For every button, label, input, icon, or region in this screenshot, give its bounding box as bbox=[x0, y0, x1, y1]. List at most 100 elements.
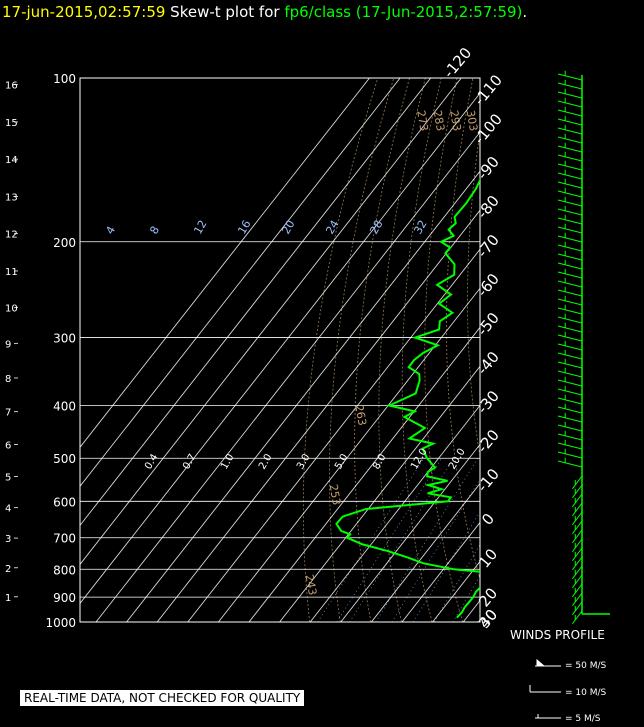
isotherm-tick-label: -50 bbox=[473, 309, 503, 339]
isotherms bbox=[80, 78, 644, 622]
pressure-tick-label: 300 bbox=[53, 332, 76, 346]
height-tick-label: 11 bbox=[5, 267, 18, 278]
isotherm-line bbox=[126, 170, 480, 622]
isotherm-line bbox=[494, 78, 644, 622]
wind-barb bbox=[557, 172, 583, 180]
pressure-tick-label: 1000 bbox=[45, 616, 76, 630]
legend-5ms: = 5 M/S bbox=[565, 714, 601, 724]
dry-adiabat-label: 283 bbox=[431, 109, 447, 132]
wind-barb bbox=[557, 370, 583, 378]
wind-barb bbox=[557, 406, 583, 414]
isotherm-line bbox=[156, 209, 480, 622]
dry-adiabat-line bbox=[445, 78, 480, 581]
mixing-ratio-line bbox=[317, 457, 425, 622]
isotherm-tick-label: 0 bbox=[478, 510, 498, 529]
pressure-tick-label: 500 bbox=[53, 452, 76, 466]
legend-50ms: = 50 M/S bbox=[565, 661, 607, 671]
dry-adiabat-line bbox=[329, 78, 395, 622]
isotherm-line bbox=[524, 78, 644, 622]
mixing-ratio-label-top: 20 bbox=[279, 218, 297, 237]
height-tick-label: 13 bbox=[5, 192, 18, 203]
wind-barb bbox=[557, 307, 583, 315]
dry-adiabat-line bbox=[581, 78, 644, 622]
isotherm-line bbox=[401, 521, 480, 622]
chart-title: 17-jun-2015,02:57:59 Skew-t plot for fp6… bbox=[2, 2, 527, 22]
pressure-tick-label: 200 bbox=[53, 236, 76, 250]
mixing-ratio-line bbox=[349, 457, 454, 622]
isotherm-line bbox=[340, 443, 480, 622]
mixing-ratio-label-bottom: 2.0 bbox=[257, 452, 274, 471]
mixing-ratio-label-bottom: 20.0 bbox=[447, 447, 468, 472]
wind-barb bbox=[557, 325, 583, 333]
height-tick-label: 10 bbox=[5, 304, 18, 315]
wind-barb bbox=[557, 361, 583, 369]
dry-adiabat-line bbox=[546, 78, 644, 622]
isotherm-tick-label: -80 bbox=[473, 192, 503, 222]
height-tick-label: 12 bbox=[5, 230, 18, 241]
dry-adiabat-line bbox=[615, 78, 644, 622]
wind-barb bbox=[557, 280, 583, 288]
dry-adiabat-line bbox=[378, 78, 426, 622]
wind-barb bbox=[557, 109, 583, 117]
wind-legend-barbs bbox=[529, 658, 561, 719]
wind-barb bbox=[557, 289, 583, 297]
isotherm-tick-label: -40 bbox=[473, 348, 503, 378]
temperature-line bbox=[484, 78, 625, 618]
mixing-ratio-line bbox=[413, 511, 480, 622]
isotherm-line bbox=[80, 78, 401, 488]
wind-barb bbox=[572, 520, 583, 535]
isotherm-line bbox=[95, 131, 480, 622]
height-tick-label: 7 bbox=[5, 408, 11, 419]
height-tick-label: 15 bbox=[5, 118, 18, 129]
height-tick-label: 6 bbox=[5, 441, 11, 452]
mixing-ratio-line bbox=[391, 478, 480, 622]
wind-barb bbox=[557, 208, 583, 216]
wind-barb bbox=[557, 91, 583, 99]
legend-barb-5 bbox=[535, 714, 561, 719]
wind-barb bbox=[572, 592, 583, 607]
isobars bbox=[80, 77, 480, 623]
dry-adiabat-label: 253 bbox=[327, 483, 343, 506]
wind-barb bbox=[557, 181, 583, 189]
wind-barb bbox=[557, 154, 583, 162]
wind-barb bbox=[572, 601, 583, 616]
dry-adiabat-label: 293 bbox=[447, 109, 463, 132]
isotherm-line bbox=[555, 78, 644, 622]
isotherm-line bbox=[80, 78, 370, 448]
height-tick-label: 1 bbox=[5, 593, 11, 604]
wind-barb bbox=[557, 100, 583, 108]
isotherm-tick-label: -90 bbox=[473, 153, 503, 183]
dry-adiabat-line bbox=[631, 78, 644, 622]
wind-barb bbox=[557, 82, 583, 90]
wind-barb bbox=[557, 442, 583, 450]
wind-barb bbox=[572, 610, 583, 625]
sounding-series bbox=[335, 78, 625, 619]
pressure-tick-label: 700 bbox=[53, 532, 76, 546]
isotherm-tick-label: 40 bbox=[475, 606, 501, 632]
mixing-ratio-label-bottom: 3.0 bbox=[295, 452, 312, 471]
wind-barb bbox=[557, 298, 583, 306]
wind-barb bbox=[572, 484, 583, 499]
isotherm-line bbox=[309, 404, 480, 622]
wind-barb bbox=[557, 334, 583, 342]
dry-adiabat-line bbox=[488, 78, 555, 622]
wind-barb bbox=[557, 145, 583, 153]
mixing-ratio-line bbox=[375, 457, 479, 622]
pressure-tick-label: 900 bbox=[53, 591, 76, 605]
mixing-ratio-lines bbox=[317, 457, 588, 622]
isotherm-tick-label: -30 bbox=[473, 387, 503, 417]
height-tick-label: 3 bbox=[5, 534, 11, 545]
mixing-ratio-label-top: 28 bbox=[367, 218, 385, 237]
wind-barb bbox=[557, 352, 583, 360]
wind-barb bbox=[557, 397, 583, 405]
dry-adiabat-label: 263 bbox=[352, 404, 368, 427]
mixing-ratio-label-bottom: 5.0 bbox=[333, 452, 350, 471]
isotherm-tick-label: -70 bbox=[473, 231, 503, 261]
isotherm-line bbox=[80, 78, 462, 566]
wind-barb bbox=[572, 502, 583, 517]
wind-barb bbox=[557, 316, 583, 324]
mixing-ratio-line bbox=[495, 458, 588, 622]
wind-barb bbox=[557, 235, 583, 243]
mixing-ratio-label-top: 8 bbox=[147, 224, 162, 237]
